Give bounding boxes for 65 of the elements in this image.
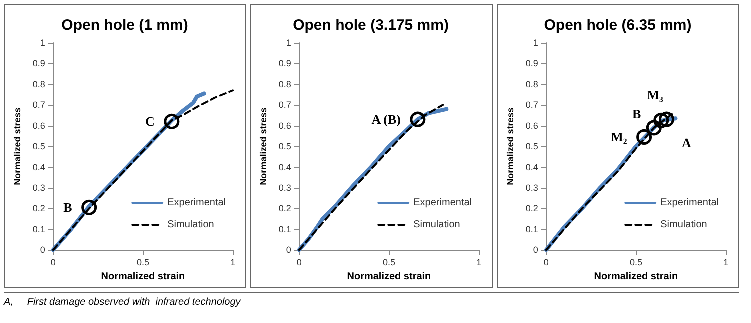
y-tick-label: 0.2 (279, 204, 292, 214)
y-tick-label: 0.3 (32, 182, 46, 193)
y-tick-label: 0.6 (526, 120, 538, 131)
y-tick-label: 0.1 (279, 224, 292, 234)
y-tick-label: 0.9 (32, 58, 46, 69)
y-tick-label: 1 (533, 38, 538, 48)
y-tick-label: 0.6 (279, 120, 292, 131)
chart-title: Open hole (3.175 mm) (293, 17, 450, 34)
legend-label: Simulation (414, 220, 461, 230)
annotation: A (682, 136, 692, 151)
y-tick-label: 1 (286, 38, 292, 48)
legend-label: Simulation (660, 220, 707, 230)
legend-label: Experimental (168, 198, 226, 208)
x-axis-title: Normalized strain (101, 272, 186, 282)
x-tick-label: 0.5 (630, 258, 642, 268)
chart-title: Open hole (6.35 mm) (544, 17, 692, 34)
y-tick-label: 0.8 (279, 79, 292, 90)
x-axis-title: Normalized strain (594, 272, 678, 282)
annotation: B (64, 200, 73, 216)
x-tick-label: 0.5 (383, 258, 396, 268)
y-tick-label: 0.9 (526, 58, 538, 69)
y-tick-label: 0.5 (279, 142, 292, 152)
x-tick-label: 0 (50, 258, 56, 268)
x-tick-label: 0 (544, 258, 549, 268)
legend-label: Experimental (414, 198, 472, 208)
y-tick-label: 0.7 (279, 100, 292, 110)
annotation: M₃ (646, 88, 664, 103)
y-tick-label: 0.1 (32, 224, 46, 234)
x-tick-label: 1 (230, 258, 236, 268)
y-tick-label: 0.5 (32, 142, 46, 152)
y-tick-label: 0.2 (32, 204, 46, 214)
y-axis-title: Normalized stress (258, 108, 269, 186)
y-tick-label: 0.7 (32, 100, 46, 110)
text: A, First damage observed with infrared technology (4, 292, 739, 308)
y-tick-label: 0.1 (526, 224, 538, 234)
annotation: C (146, 114, 155, 130)
y-tick-label: 0.9 (279, 58, 292, 69)
chart-title: Open hole (1 mm) (62, 17, 188, 34)
y-tick-label: 0.4 (279, 162, 292, 172)
y-tick-label: 0.7 (526, 100, 538, 110)
y-tick-label: 1 (40, 38, 46, 48)
y-tick-label: 0.5 (526, 142, 538, 152)
x-tick-label: 1 (723, 258, 728, 268)
y-axis-title: Normalized stress (505, 108, 516, 186)
y-axis-title: Normalized stress (12, 108, 22, 186)
y-tick-label: 0 (40, 245, 46, 256)
y-tick-label: 0.4 (32, 162, 46, 172)
annotation: M₂ (610, 130, 628, 145)
y-tick-label: 0.3 (279, 182, 292, 193)
annotation: A (B) (372, 112, 402, 128)
y-tick-label: 0.8 (526, 79, 538, 90)
legend-label: Simulation (168, 220, 214, 230)
x-axis-title: Normalized strain (348, 272, 432, 282)
y-tick-label: 0.6 (32, 120, 46, 131)
y-tick-label: 0.3 (526, 182, 538, 193)
y-tick-label: 0 (533, 245, 538, 256)
x-tick-label: 0 (297, 258, 302, 268)
annotation: B (632, 106, 642, 122)
x-tick-label: 1 (476, 258, 482, 268)
y-tick-label: 0 (286, 245, 292, 256)
y-tick-label: 0.8 (32, 79, 46, 90)
legend-label: Experimental (660, 198, 719, 208)
y-tick-label: 0.4 (526, 162, 538, 172)
y-tick-label: 0.2 (526, 204, 538, 214)
x-tick-label: 0.5 (136, 258, 150, 268)
